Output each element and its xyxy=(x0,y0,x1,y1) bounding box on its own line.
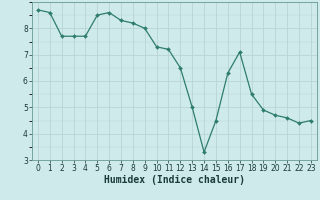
X-axis label: Humidex (Indice chaleur): Humidex (Indice chaleur) xyxy=(104,175,245,185)
